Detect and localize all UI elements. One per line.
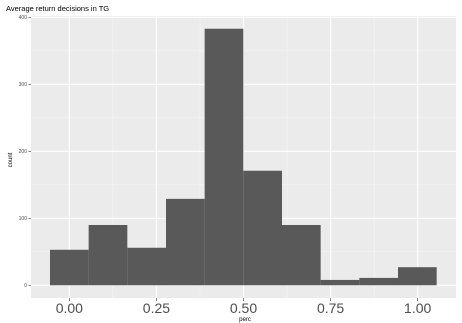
x-tick-label: 1.00: [404, 300, 431, 316]
histogram-bar: [88, 224, 128, 286]
histogram-bar: [243, 170, 282, 286]
y-axis-ticks: 0 100 200 300 400: [19, 15, 31, 289]
chart-title: Average return decisions in TG: [6, 4, 109, 13]
histogram-bar: [397, 267, 437, 286]
histogram-bar: [204, 28, 244, 286]
x-tick-label: 0.25: [143, 300, 170, 316]
histogram-bar: [127, 247, 166, 286]
histogram-bar: [49, 249, 89, 286]
x-axis-ticks: 0.00 0.25 0.50 0.75 1.00: [56, 298, 432, 316]
histogram-bar: [281, 224, 321, 286]
histogram-bar: [320, 279, 360, 286]
y-tick-label: 100: [19, 216, 28, 222]
y-axis-title: count: [8, 152, 14, 167]
x-axis-title: perc: [239, 317, 251, 323]
histogram-bar: [165, 198, 205, 286]
x-tick-label: 0.00: [56, 300, 83, 316]
y-tick-label: 300: [19, 82, 28, 88]
x-tick-label: 0.75: [317, 300, 344, 316]
histogram-bar: [359, 277, 398, 286]
y-tick-label: 200: [19, 149, 28, 155]
x-tick-label: 0.50: [230, 300, 257, 316]
y-tick-label: 400: [19, 15, 28, 21]
y-tick-label: 0: [24, 283, 27, 289]
histogram-bars: [49, 28, 437, 286]
